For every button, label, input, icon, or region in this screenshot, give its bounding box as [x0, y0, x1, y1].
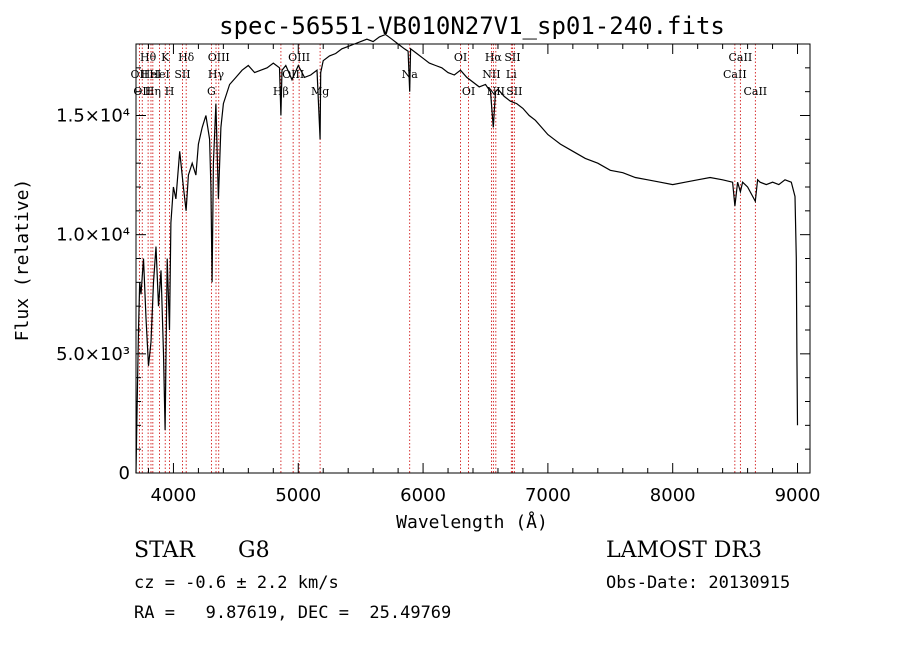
line-marker-label-21: Hα — [485, 51, 503, 64]
line-marker-label-0: OII — [131, 68, 149, 81]
plot-frame — [135, 43, 811, 474]
line-marker-label-15: OIII — [288, 51, 310, 64]
line-marker-label-4: Hη — [145, 85, 161, 98]
line-marker-label-8: SII — [174, 68, 190, 81]
y-axis: 0 5.0×10³ 1.0×10⁴ 1.5×10⁴ — [56, 43, 810, 484]
line-marker-label-20: NII — [482, 68, 500, 81]
line-marker-label-14: OIII — [282, 68, 304, 81]
line-marker-label-23: Li — [506, 68, 517, 81]
x-tick-label-3: 7000 — [525, 485, 571, 506]
line-marker-label-2: Hθ — [140, 51, 157, 64]
x-tick-label-0: 4000 — [151, 485, 197, 506]
line-marker-label-10: G — [207, 85, 216, 98]
spectral-subclass: G8 — [238, 538, 270, 563]
line-marker-labels: OIIOIIHθHeIHηHeIKHSIIHδGHγOIIIHβOIIIOIII… — [131, 51, 768, 98]
line-marker-label-19: OI — [462, 85, 475, 98]
line-marker-label-11: Hγ — [208, 68, 225, 81]
y-tick-label-3: 1.5×10⁴ — [56, 106, 130, 127]
chart-title: spec-56551-VB010N27V1_sp01-240.fits — [219, 12, 725, 40]
line-marker-label-1: OII — [133, 85, 151, 98]
x-tick-label-5: 9000 — [775, 485, 821, 506]
x-tick-label-1: 5000 — [275, 485, 321, 506]
spectrum-line — [135, 33, 799, 474]
line-marker-label-12: OIII — [208, 51, 230, 64]
line-marker-label-6: K — [161, 51, 170, 64]
y-axis-label: Flux (relative) — [12, 179, 33, 342]
line-marker-label-26: CaII — [723, 68, 747, 81]
survey-name: LAMOST DR3 — [606, 538, 762, 563]
line-marker-label-18: OI — [454, 51, 467, 64]
object-type: STAR — [134, 538, 195, 563]
line-marker-label-28: CaII — [743, 85, 767, 98]
line-marker-label-3: HeI — [141, 68, 161, 81]
line-marker-label-9: Hδ — [178, 51, 195, 64]
coordinates: RA = 9.87619, DEC = 25.49769 — [134, 603, 452, 623]
observation-date: Obs-Date: 20130915 — [606, 573, 791, 593]
line-marker-label-7: H — [165, 85, 175, 98]
x-tick-label-4: 8000 — [650, 485, 696, 506]
line-markers — [138, 44, 756, 473]
spectrum-chart: spec-56551-VB010N27V1_sp01-240.fits OII O… — [12, 12, 821, 533]
redshift-cz: cz = -0.6 ± 2.2 km/s — [134, 573, 339, 593]
line-marker-label-27: CaII — [729, 51, 753, 64]
line-marker-label-25: SII — [506, 85, 522, 98]
y-tick-label-2: 1.0×10⁴ — [56, 225, 130, 246]
x-axis: 4000 5000 6000 7000 8000 9000 — [147, 44, 821, 506]
x-axis-label: Wavelength (Å) — [396, 511, 548, 533]
x-tick-label-2: 6000 — [400, 485, 446, 506]
line-marker-label-24: SII — [504, 51, 520, 64]
line-marker-label-5: HeI — [149, 68, 169, 81]
y-tick-label-1: 5.0×10³ — [56, 344, 130, 365]
y-tick-label-0: 0 — [119, 463, 130, 484]
